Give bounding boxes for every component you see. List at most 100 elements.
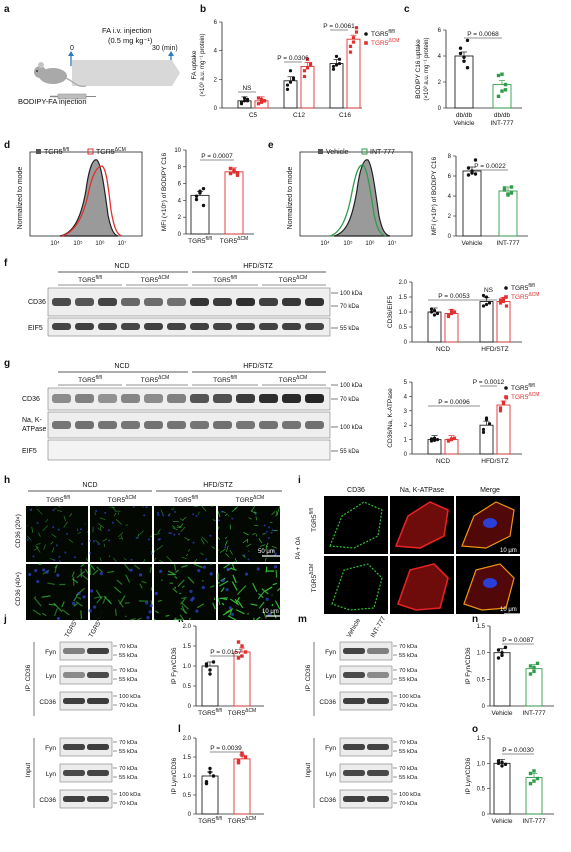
blot-f-cd36-band [121, 298, 140, 306]
h-cd36-signal [154, 533, 160, 535]
h-cd36-signal [265, 586, 273, 592]
h-cd36-signal [252, 582, 258, 592]
flow-d-tgr5-cm-curve [61, 165, 123, 237]
h-cd36-signal [277, 505, 281, 511]
h-cd36-signal [36, 508, 43, 515]
chart-o-ip-lyn: 0 0.5 1.0 1.5 IP Lyn/CD36 Vehicle INT-777 P = 0… [465, 736, 554, 825]
blot-g-atpase-band [213, 421, 232, 429]
e-datapoint [473, 158, 478, 162]
m-rows-marker: 70 kDa [399, 801, 418, 807]
h-cd36-signal [221, 602, 225, 606]
j-rows-band [87, 770, 109, 776]
blot-f-genotype-1: TGR5fl/fl [78, 275, 102, 284]
h-cd36-signal [275, 510, 279, 516]
h-cd36-signal [223, 563, 231, 569]
syringe-icon [50, 93, 96, 100]
flow-histogram-d: Normalized to mode TGR5fl/fl TGR5ΔCM 10⁴… [17, 147, 143, 247]
h-cd36-signal [87, 531, 89, 533]
h-nucleus [224, 546, 227, 549]
h-cd36-signal [165, 614, 170, 617]
h-cd36-signal [51, 547, 55, 553]
h-cd36-signal [265, 542, 269, 548]
b-datapoint [331, 67, 336, 71]
blot-g-genotype-2: TGR5ΔCM [141, 375, 169, 384]
j-rows-band [63, 698, 85, 704]
blot-f-eif5-band [213, 323, 232, 330]
h-cd36-signal [185, 553, 189, 557]
m-rows-marker: 55 kDa [399, 775, 418, 781]
h-cd36-signal [255, 516, 257, 521]
h-cd36-signal [53, 602, 63, 613]
chart-k-ip-fyn: 0 0.5 1.0 1.5 2.0 IP Fyn/CD36 TGR5fl/fl TGR5ΔCM… [171, 624, 264, 717]
blot-f-group-ncd: NCD [114, 263, 129, 270]
o-datapoint [528, 781, 533, 786]
k-ytick-label: 2.0 [183, 624, 192, 630]
h-nucleus [107, 529, 110, 532]
h-cd36-signal [166, 555, 173, 563]
h-cd36-signal [276, 587, 281, 592]
h-cd36-signal [187, 576, 195, 584]
c-ytick-label: 2 [438, 80, 442, 86]
m-rows-membrane [339, 665, 393, 685]
o-category-label: Vehicle [492, 818, 513, 825]
l-category-label: TGR5ΔCM [228, 816, 256, 825]
h-cd36-signal [150, 600, 153, 606]
m-rows-row-label: CD36 [319, 699, 336, 706]
g-datapoint [435, 438, 440, 442]
o-ytick-label: 0 [482, 812, 486, 818]
blot-f-row-eif5: EIF5 [28, 325, 43, 332]
blot-f-row-cd36: CD36 [28, 299, 46, 306]
flow-e-xtick-2: 10⁶ [365, 240, 375, 247]
c-datapoint [496, 73, 501, 78]
h-nucleus [256, 567, 260, 571]
h-nucleus [143, 514, 146, 517]
g-category-label: HFD/STZ [481, 458, 508, 465]
j-rows-marker: 70 kDa [119, 703, 138, 709]
arrow-start-head [68, 51, 74, 56]
panel-letter-m: m [298, 614, 307, 625]
h-cd36-signal [201, 536, 209, 543]
m-rows-marker: 70 kDa [399, 644, 418, 650]
l-datapoint [208, 766, 212, 771]
h-cd36-signal [257, 591, 265, 600]
g-category-label: NCD [436, 458, 450, 465]
e-ytick-label: 0 [448, 234, 452, 240]
flow-e-xtick-3: 10⁷ [388, 240, 397, 247]
o-ytick-label: 1.5 [477, 736, 486, 742]
j-rows-marker: 70 kDa [119, 740, 138, 746]
h-cd36-signal [212, 602, 216, 610]
f-category-label: NCD [436, 346, 450, 353]
h-cd36-signal [258, 601, 265, 609]
h-cd36-signal [242, 539, 248, 544]
h-cd36-signal [51, 534, 57, 538]
d-datapoint [235, 173, 240, 177]
f-legend-fl: TGR5fl/fl [511, 283, 535, 292]
h-cd36-signal [103, 595, 112, 605]
c-datapoint [462, 55, 466, 59]
g-ylabel: CD36/Na, K-ATPase [387, 388, 394, 448]
blot-g-genotype-4: TGR5ΔCM [279, 375, 307, 384]
h-cd36-signal [36, 543, 41, 545]
n-datapoint [500, 650, 504, 655]
h-cd36-signal [76, 528, 79, 532]
panel-letter-h: h [4, 475, 10, 486]
blot-g-marker-55: 55 kDa [340, 449, 360, 455]
h-cd36-signal [149, 566, 152, 573]
g-datapoint [487, 422, 492, 426]
h-nucleus [221, 578, 225, 583]
k-datapoint [236, 640, 241, 644]
h-nucleus [57, 528, 60, 531]
h-cd36-signal [31, 526, 34, 533]
j-rows-band [87, 698, 109, 704]
h-cd36-signal [194, 558, 198, 563]
h-cd36-signal [181, 564, 188, 568]
h-cd36-signal [73, 593, 79, 602]
blot-g-genotype-3: TGR5fl/fl [213, 375, 237, 384]
j-rows-membrane [59, 641, 113, 661]
c-datapoint [458, 46, 463, 50]
flow-d-xtick-1: 10⁵ [73, 240, 83, 247]
h-cd36-signal [41, 612, 47, 617]
g-datapoint [452, 436, 457, 440]
panel-a-caption: BODIPY-FA injection [18, 97, 87, 106]
h-cd36-signal [35, 546, 41, 553]
